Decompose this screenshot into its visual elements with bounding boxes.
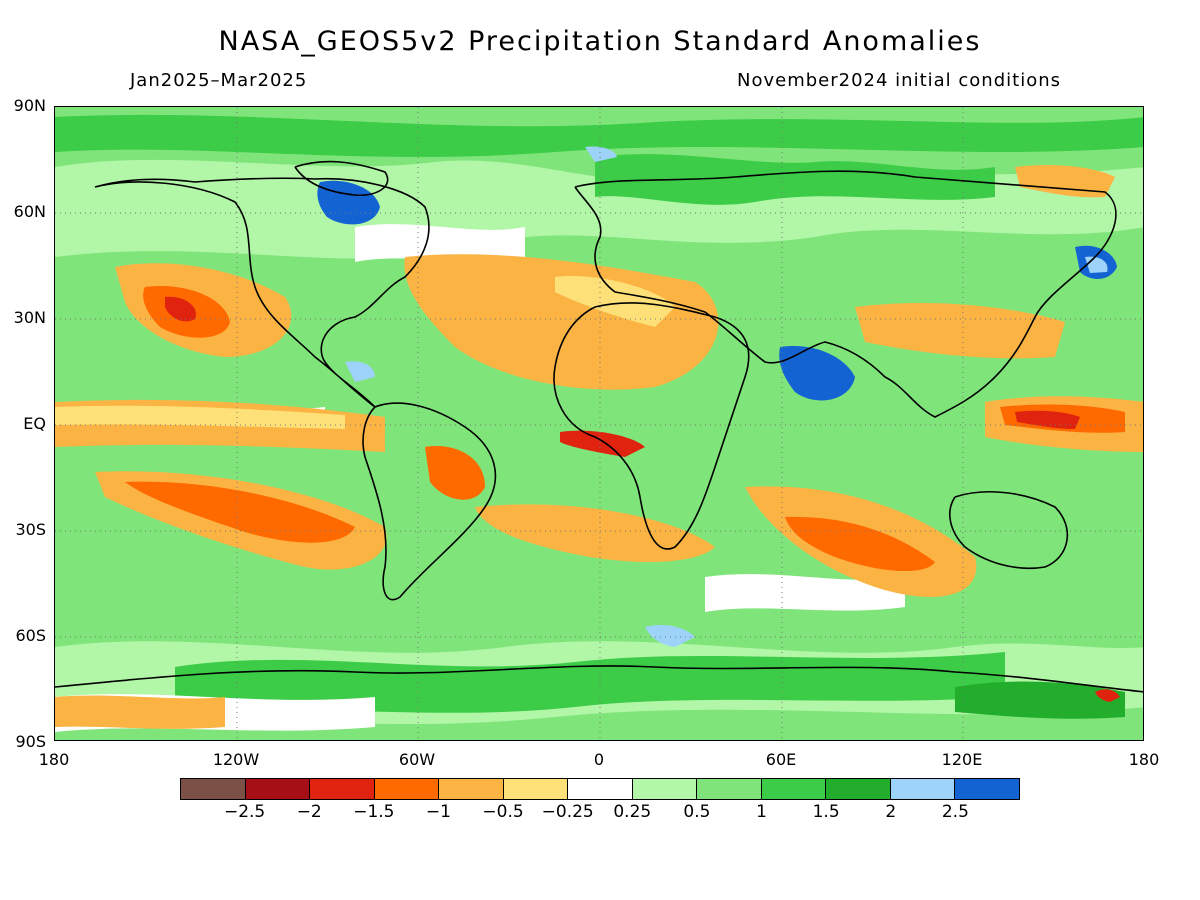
- colorbar-swatch: [310, 779, 375, 799]
- colorbar-tick-label: 0.25: [613, 802, 652, 822]
- coastlines: [55, 160, 1143, 693]
- lat-label-60n: 60N: [13, 202, 46, 221]
- colorbar-swatch: [890, 779, 956, 799]
- colorbar: [180, 778, 1020, 800]
- colorbar-tick-label: −1: [425, 802, 451, 822]
- graticule: [55, 107, 1143, 740]
- colorbar-tick-label: −0.25: [541, 802, 594, 822]
- anomaly-map: [54, 106, 1144, 741]
- colorbar-swatch: [697, 779, 762, 799]
- lon-label-60e: 60E: [765, 750, 797, 769]
- colorbar-swatch: [632, 779, 698, 799]
- colorbar-swatch: [181, 779, 246, 799]
- lat-label-eq: EQ: [23, 414, 46, 433]
- lon-label-180w: 180: [38, 750, 70, 769]
- colorbar-swatch: [568, 779, 633, 799]
- colorbar-swatch: [761, 779, 827, 799]
- initial-conditions: November2024 initial conditions: [737, 70, 1061, 91]
- colorbar-swatch: [955, 779, 1019, 799]
- colorbar-tick-label: −1.5: [353, 802, 395, 822]
- colorbar-tick-label: −0.5: [482, 802, 524, 822]
- colorbar-swatch: [503, 779, 569, 799]
- lon-label-60w: 60W: [398, 750, 436, 769]
- colorbar-tick-label: 2: [885, 802, 897, 822]
- forecast-period: Jan2025–Mar2025: [130, 70, 308, 91]
- lat-label-60s: 60S: [15, 626, 46, 645]
- lon-label-180e: 180: [1128, 750, 1160, 769]
- colorbar-tick-label: 1: [756, 802, 767, 822]
- colorbar-tick-label: 2.5: [941, 802, 969, 822]
- anomaly-map-svg: [55, 107, 1143, 740]
- colorbar-swatch: [245, 779, 311, 799]
- lat-label-90s: 90S: [15, 732, 46, 751]
- lat-label-30s: 30S: [15, 520, 46, 539]
- lon-label-0: 0: [593, 750, 605, 769]
- colorbar-swatch: [439, 779, 504, 799]
- map-title: NASA_GEOS5v2 Precipitation Standard Anom…: [218, 26, 982, 57]
- lat-label-30n: 30N: [13, 308, 46, 327]
- lon-label-120e: 120E: [941, 750, 983, 769]
- colorbar-swatch: [374, 779, 440, 799]
- colorbar-tick-label: −2: [296, 802, 322, 822]
- colorbar-swatch: [826, 779, 891, 799]
- colorbar-tick-label: 1.5: [812, 802, 840, 822]
- lat-label-90n: 90N: [13, 96, 46, 115]
- lon-label-120w: 120W: [212, 750, 260, 769]
- colorbar-tick-label: −2.5: [223, 802, 266, 822]
- colorbar-tick-label: 0.5: [683, 802, 711, 822]
